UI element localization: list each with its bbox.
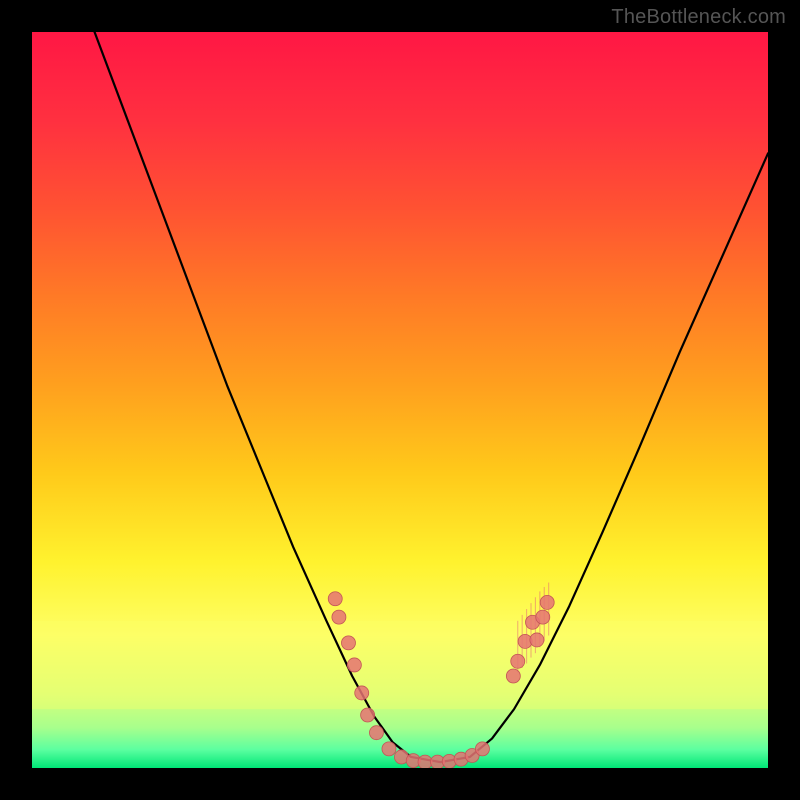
data-marker bbox=[511, 654, 525, 668]
data-marker bbox=[369, 726, 383, 740]
data-marker bbox=[530, 633, 544, 647]
data-marker bbox=[536, 610, 550, 624]
bottleneck-chart bbox=[0, 0, 800, 800]
data-marker bbox=[361, 708, 375, 722]
plot-area bbox=[32, 32, 768, 769]
data-marker bbox=[382, 742, 396, 756]
chart-container: TheBottleneck.com bbox=[0, 0, 800, 800]
data-marker bbox=[355, 686, 369, 700]
data-marker bbox=[332, 610, 346, 624]
watermark-text: TheBottleneck.com bbox=[611, 6, 786, 29]
data-marker bbox=[347, 658, 361, 672]
data-marker bbox=[506, 669, 520, 683]
data-marker bbox=[540, 595, 554, 609]
data-marker bbox=[341, 636, 355, 650]
data-marker bbox=[418, 755, 432, 769]
data-marker bbox=[475, 742, 489, 756]
data-marker bbox=[328, 592, 342, 606]
highlight-band bbox=[32, 621, 768, 709]
